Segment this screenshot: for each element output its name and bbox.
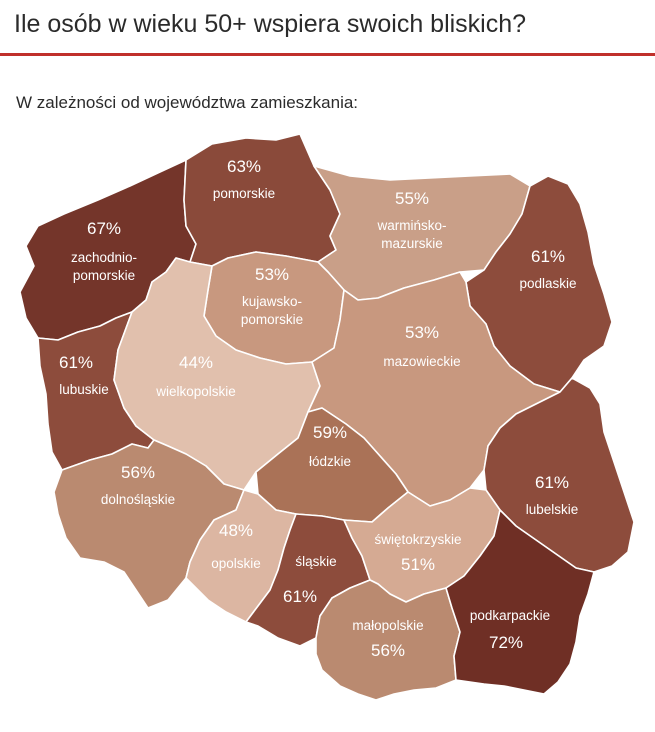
region-name-warminsko-mazurskie-2: mazurskie [381, 236, 443, 251]
page-title: Ile osób w wieku 50+ wspiera swoich blis… [14, 10, 527, 38]
region-name-mazowieckie: mazowieckie [383, 354, 460, 369]
region-malopolskie [315, 579, 461, 701]
region-name-swietokrzyskie: świętokrzyskie [374, 532, 461, 547]
percent-label-dolnoslaskie: 56% [121, 463, 155, 482]
region-name-warminsko-mazurskie-1: warmińsko- [376, 218, 446, 233]
percent-label-wielkopolskie: 44% [179, 353, 213, 372]
percent-label-lodzkie: 59% [313, 423, 347, 442]
percent-label-warminsko-mazurskie: 55% [395, 189, 429, 208]
region-name-podkarpackie: podkarpackie [470, 608, 550, 623]
map-subtitle: W zależności od województwa zamieszkania… [16, 93, 359, 112]
percent-label-lubelskie: 61% [535, 473, 569, 492]
percent-label-malopolskie: 56% [371, 641, 405, 660]
percent-label-pomorskie: 63% [227, 157, 261, 176]
region-name-podlaskie: podlaskie [519, 276, 576, 291]
region-name-zachodniopomorskie-2: pomorskie [73, 268, 135, 283]
region-name-opolskie: opolskie [211, 556, 261, 571]
region-name-malopolskie: małopolskie [352, 618, 423, 633]
region-podkarpackie [445, 509, 595, 695]
region-name-zachodniopomorskie-1: zachodnio- [71, 250, 137, 265]
title-divider [0, 53, 655, 56]
percent-label-swietokrzyskie: 51% [401, 555, 435, 574]
percent-label-opolskie: 48% [219, 521, 253, 540]
region-name-lubelskie: lubelskie [526, 502, 579, 517]
region-name-pomorskie: pomorskie [213, 186, 275, 201]
percent-label-podlaskie: 61% [531, 247, 565, 266]
region-name-lubuskie: lubuskie [59, 382, 109, 397]
percent-label-mazowieckie: 53% [405, 323, 439, 342]
percent-label-lubuskie: 61% [59, 353, 93, 372]
region-name-lodzkie: łódzkie [309, 454, 351, 469]
region-name-wielkopolskie: wielkopolskie [155, 384, 236, 399]
region-name-dolnoslaskie: dolnośląskie [101, 492, 175, 507]
percent-label-zachodniopomorskie: 67% [87, 219, 121, 238]
percent-label-kujawsko-pomorskie: 53% [255, 265, 289, 284]
region-name-kujawsko-pomorskie-2: pomorskie [241, 312, 303, 327]
percent-label-podkarpackie: 72% [489, 633, 523, 652]
region-name-kujawsko-pomorskie-1: kujawsko- [242, 294, 302, 309]
percent-label-slaskie: 61% [283, 587, 317, 606]
region-name-slaskie: śląskie [295, 554, 336, 569]
